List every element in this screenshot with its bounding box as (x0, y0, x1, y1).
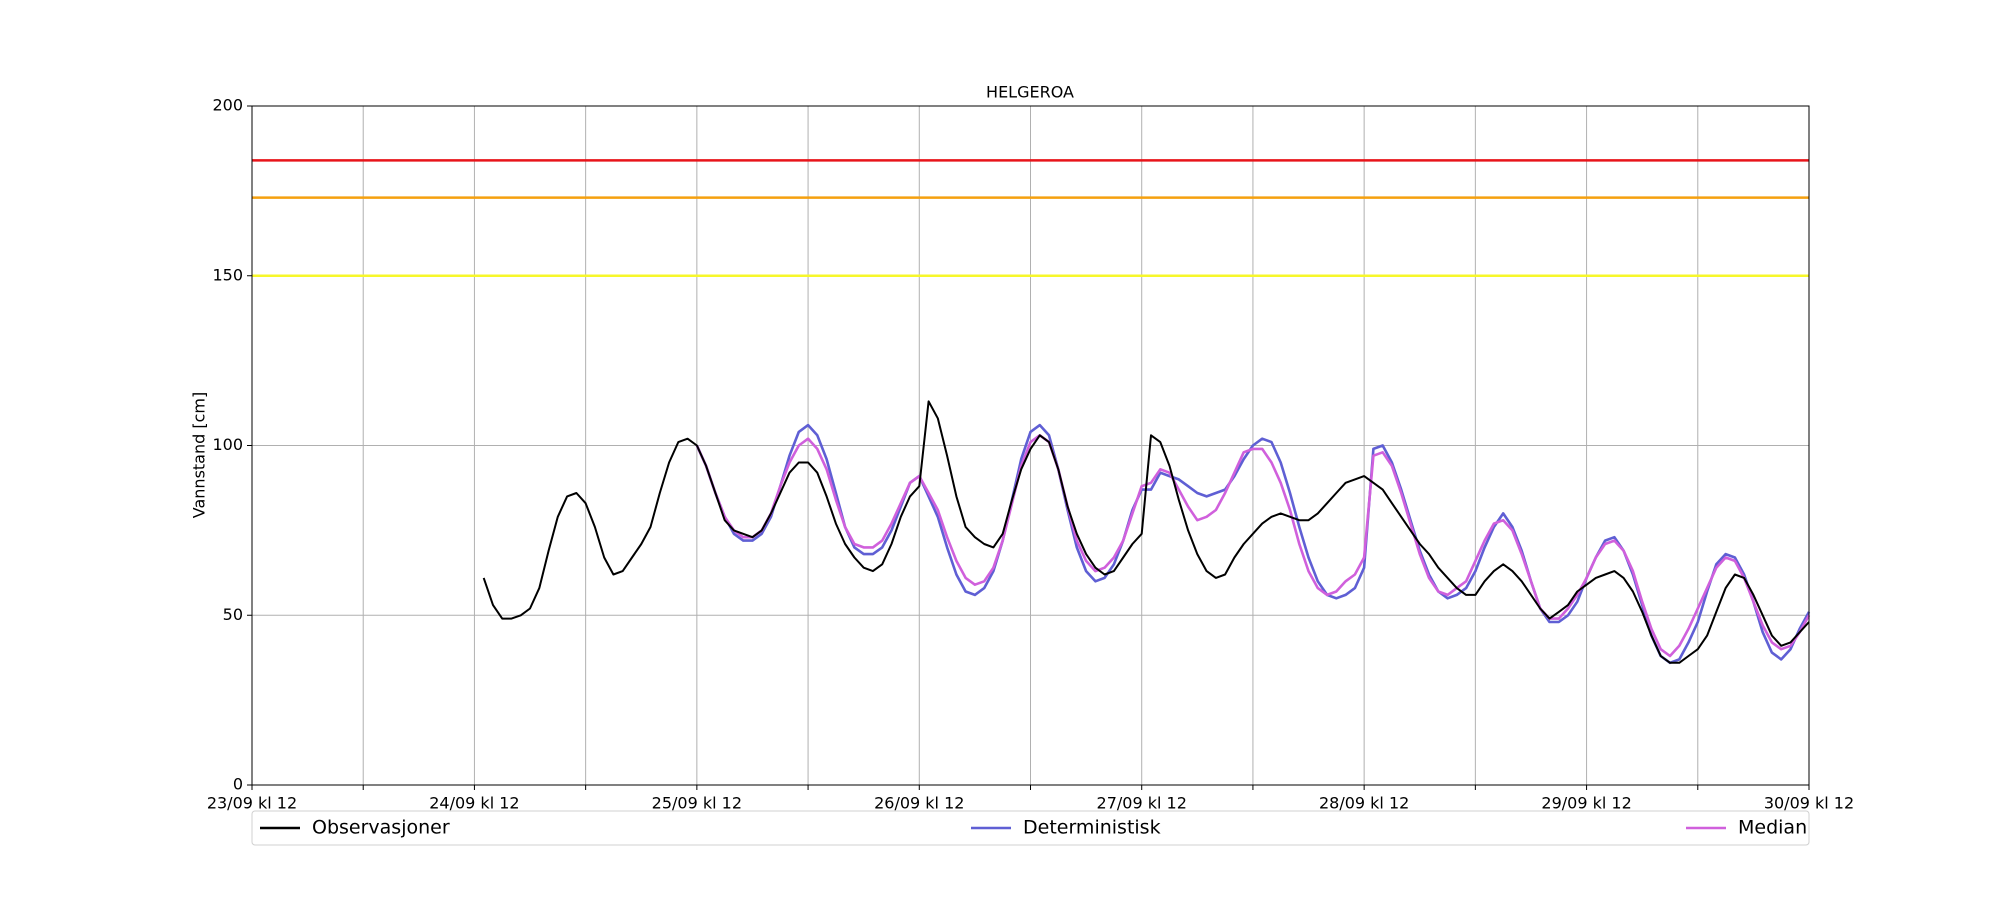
legend-label: Median (1738, 817, 1807, 839)
x-tick-label: 28/09 kl 12 (1319, 794, 1409, 813)
plot-frame (251, 105, 1810, 786)
x-tick-label: 30/09 kl 12 (1764, 794, 1854, 813)
x-tick-label: 26/09 kl 12 (874, 794, 964, 813)
x-tick-label: 23/09 kl 12 (207, 794, 297, 813)
y-tick-label: 0 (233, 775, 243, 794)
series-line (482, 400, 1810, 664)
y-axis-label: Vannstand [cm] (190, 392, 209, 518)
x-tick-label: 27/09 kl 12 (1097, 794, 1187, 813)
legend-label: Deterministisk (1023, 817, 1161, 839)
legend-label: Observasjoner (312, 817, 450, 839)
x-tick-label: 24/09 kl 12 (429, 794, 519, 813)
chart-title: HELGEROA (986, 83, 1074, 102)
y-tick-label: 100 (212, 435, 243, 454)
y-tick-label: 50 (223, 605, 243, 624)
y-tick-label: 200 (212, 96, 243, 115)
legend-box (251, 810, 1810, 846)
x-tick-label: 29/09 kl 12 (1541, 794, 1631, 813)
series-line (695, 434, 1811, 658)
y-tick-label: 150 (212, 265, 243, 284)
x-tick-label: 25/09 kl 12 (652, 794, 742, 813)
